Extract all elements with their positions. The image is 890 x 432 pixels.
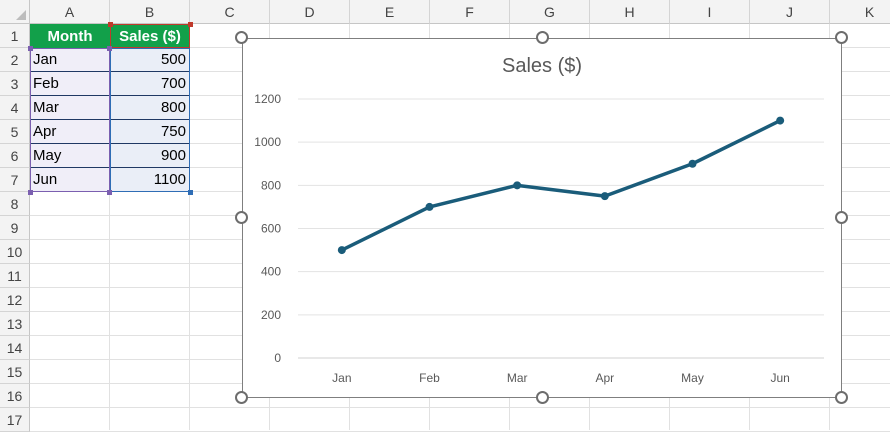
row-header[interactable]: 14 bbox=[0, 336, 30, 360]
cell-month[interactable]: Mar bbox=[30, 96, 110, 120]
column-header[interactable]: J bbox=[750, 0, 830, 24]
range-resize-handle[interactable] bbox=[188, 22, 193, 27]
data-point bbox=[425, 202, 434, 211]
chart-resize-handle[interactable] bbox=[235, 31, 248, 44]
column-header[interactable]: A bbox=[30, 0, 110, 24]
cell-month[interactable]: Jan bbox=[30, 48, 110, 72]
row-header[interactable]: 2 bbox=[0, 48, 30, 72]
row-header[interactable]: 7 bbox=[0, 168, 30, 192]
x-tick-label: Jan bbox=[332, 371, 351, 385]
row-header[interactable]: 8 bbox=[0, 192, 30, 216]
column-header[interactable]: H bbox=[590, 0, 670, 24]
cell-sales[interactable]: 900 bbox=[110, 144, 190, 168]
row-header[interactable]: 12 bbox=[0, 288, 30, 312]
range-resize-handle[interactable] bbox=[108, 22, 113, 27]
row-header[interactable]: 11 bbox=[0, 264, 30, 288]
y-tick-label: 400 bbox=[261, 265, 281, 279]
column-header[interactable]: G bbox=[510, 0, 590, 24]
cell-sales[interactable]: 500 bbox=[110, 48, 190, 72]
row-header[interactable]: 1 bbox=[0, 24, 30, 48]
x-tick-label: Apr bbox=[595, 371, 614, 385]
range-resize-handle[interactable] bbox=[107, 46, 112, 51]
column-header[interactable]: F bbox=[430, 0, 510, 24]
column-header[interactable]: I bbox=[670, 0, 750, 24]
column-header[interactable]: C bbox=[190, 0, 270, 24]
y-tick-label: 600 bbox=[261, 222, 281, 236]
chart-resize-handle[interactable] bbox=[835, 211, 848, 224]
row-header[interactable]: 4 bbox=[0, 96, 30, 120]
data-point bbox=[337, 246, 346, 255]
y-tick-label: 200 bbox=[261, 308, 281, 322]
month-range-highlight bbox=[30, 48, 110, 192]
grid-line bbox=[109, 24, 110, 430]
cell-sales[interactable]: 750 bbox=[110, 120, 190, 144]
row-header[interactable]: 9 bbox=[0, 216, 30, 240]
column-header[interactable]: K bbox=[830, 0, 890, 24]
cell-month[interactable]: Jun bbox=[30, 168, 110, 192]
x-tick-label: Jun bbox=[770, 371, 789, 385]
grid-line bbox=[189, 24, 190, 430]
row-header[interactable]: 17 bbox=[0, 408, 30, 432]
chart-resize-handle[interactable] bbox=[235, 391, 248, 404]
row-header[interactable]: 3 bbox=[0, 72, 30, 96]
x-tick-label: Feb bbox=[419, 371, 440, 385]
y-tick-label: 1000 bbox=[254, 135, 281, 149]
cell-month[interactable]: Feb bbox=[30, 72, 110, 96]
series-name-highlight bbox=[110, 24, 190, 48]
row-header[interactable]: 13 bbox=[0, 312, 30, 336]
chart-resize-handle[interactable] bbox=[536, 31, 549, 44]
header-cell-month[interactable]: Month bbox=[30, 24, 110, 48]
data-point bbox=[688, 159, 697, 168]
range-resize-handle[interactable] bbox=[188, 190, 193, 195]
row-header[interactable]: 10 bbox=[0, 240, 30, 264]
select-all-corner[interactable] bbox=[0, 0, 30, 24]
series-line bbox=[340, 118, 782, 252]
range-resize-handle[interactable] bbox=[28, 190, 33, 195]
chart-resize-handle[interactable] bbox=[235, 211, 248, 224]
y-tick-label: 1200 bbox=[254, 92, 281, 106]
chart-resize-handle[interactable] bbox=[835, 31, 848, 44]
column-header[interactable]: E bbox=[350, 0, 430, 24]
chart-resize-handle[interactable] bbox=[536, 391, 549, 404]
sales-range-highlight bbox=[110, 48, 190, 192]
range-resize-handle[interactable] bbox=[28, 46, 33, 51]
grid-line bbox=[30, 407, 890, 408]
cell-sales[interactable]: 700 bbox=[110, 72, 190, 96]
cell-sales[interactable]: 1100 bbox=[110, 168, 190, 192]
data-point bbox=[513, 181, 522, 190]
row-header[interactable]: 15 bbox=[0, 360, 30, 384]
row-header[interactable]: 5 bbox=[0, 120, 30, 144]
chart-resize-handle[interactable] bbox=[835, 391, 848, 404]
cell-month[interactable]: May bbox=[30, 144, 110, 168]
y-tick-label: 0 bbox=[274, 351, 281, 365]
row-header[interactable]: 6 bbox=[0, 144, 30, 168]
data-point bbox=[600, 192, 609, 201]
line-chart[interactable]: Sales ($) 0 200 400 600 800 1000 1200 Jan Feb Mar A… bbox=[242, 38, 842, 398]
x-tick-label: Mar bbox=[507, 371, 528, 385]
range-resize-handle[interactable] bbox=[107, 190, 112, 195]
header-cell-sales[interactable]: Sales ($) bbox=[110, 24, 190, 48]
column-header[interactable]: D bbox=[270, 0, 350, 24]
cell-month[interactable]: Apr bbox=[30, 120, 110, 144]
chart-plot: Sales ($) 0 200 400 600 800 1000 1200 Jan Feb Mar A… bbox=[254, 55, 824, 385]
x-tick-label: May bbox=[681, 371, 704, 385]
y-tick-label: 800 bbox=[261, 178, 281, 192]
row-header[interactable]: 16 bbox=[0, 384, 30, 408]
chart-title: Sales ($) bbox=[502, 55, 582, 77]
column-header[interactable]: B bbox=[110, 0, 190, 24]
cell-sales[interactable]: 800 bbox=[110, 96, 190, 120]
data-point bbox=[776, 116, 785, 125]
